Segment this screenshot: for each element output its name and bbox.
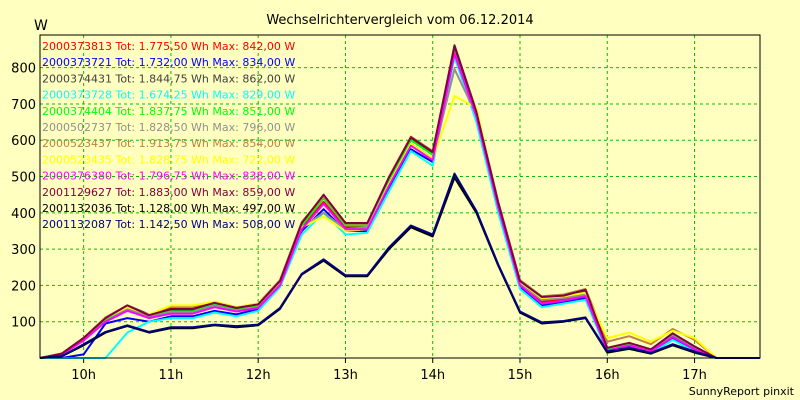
y-tick-label: 600 — [11, 134, 36, 149]
legend-entry: 2000374404 Tot: 1.837,75 Wh Max: 851,00 … — [42, 105, 295, 118]
y-tick-label: 100 — [11, 316, 36, 331]
y-tick-label: 800 — [11, 62, 36, 77]
credit-label: SunnyReport pinxit — [689, 385, 795, 398]
legend-entry: 2000502737 Tot: 1.828,50 Wh Max: 796,00 … — [42, 121, 295, 134]
legend-entry: 2000373813 Tot: 1.775,50 Wh Max: 842,00 … — [42, 40, 295, 53]
legend-entry: 2000374431 Tot: 1.844,75 Wh Max: 862,00 … — [42, 72, 295, 85]
legend-entry: 2000373728 Tot: 1.674,25 Wh Max: 829,00 … — [42, 89, 295, 102]
y-tick-label: 400 — [11, 207, 36, 222]
y-tick-label: 500 — [11, 171, 36, 186]
chart-title: Wechselrichtervergleich vom 06.12.2014 — [266, 13, 533, 28]
x-tick-label: 15h — [508, 368, 533, 383]
series-line — [39, 172, 760, 359]
legend-entry: 2001129627 Tot: 1.883,00 Wh Max: 859,00 … — [42, 186, 295, 199]
legend-entry: 2000523435 Tot: 1.828,75 Wh Max: 722,00 … — [42, 153, 295, 166]
y-tick-label: 300 — [11, 243, 36, 258]
series-line — [39, 45, 760, 359]
legend-entry: 2001132087 Tot: 1.142,50 Wh Max: 508,00 … — [42, 218, 295, 231]
x-tick-label: 16h — [595, 368, 620, 383]
x-tick-label: 13h — [333, 368, 358, 383]
plot-frame — [39, 34, 761, 359]
y-tick-label: 200 — [11, 279, 36, 294]
legend-entry: 2000373721 Tot: 1.732,00 Wh Max: 834,00 … — [42, 56, 295, 69]
legend-entry: 2001132036 Tot: 1.128,00 Wh Max: 497,00 … — [42, 202, 295, 215]
x-tick-label: 14h — [420, 368, 445, 383]
legend-entry: 2000376380 Tot: 1.796,75 Wh Max: 838,00 … — [42, 170, 295, 183]
x-tick-label: 17h — [682, 368, 707, 383]
series-line — [39, 52, 760, 359]
x-tick-label: 11h — [159, 368, 184, 383]
legend-entry: 2000523437 Tot: 1.913,75 Wh Max: 854,00 … — [42, 137, 295, 150]
x-tick-label: 10h — [71, 368, 96, 383]
plot-area: 100 200 300 400 500 600 700 800 10h 11h 12h 13h 14h 1… — [11, 34, 761, 383]
x-tick-label: 12h — [246, 368, 271, 383]
y-tick-label: 700 — [11, 98, 36, 113]
y-axis-unit-label: W — [34, 18, 48, 34]
